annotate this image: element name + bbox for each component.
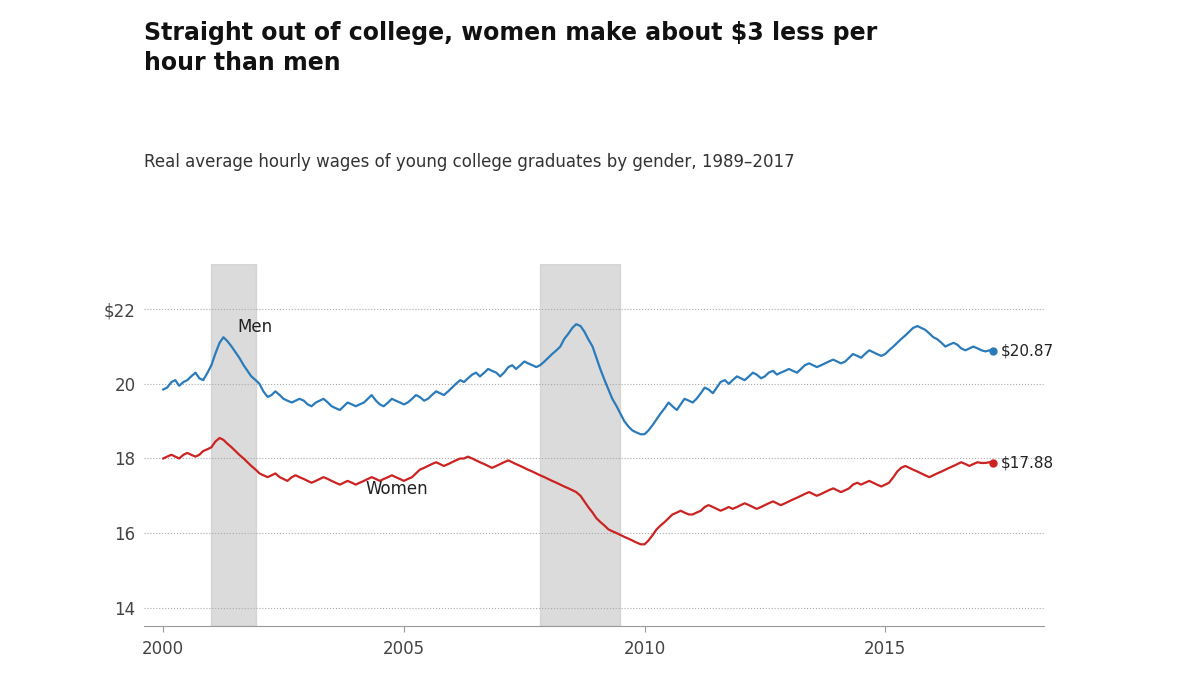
Text: Men: Men (238, 318, 272, 336)
Bar (211, 264, 256, 626)
Bar (540, 264, 620, 626)
Text: $17.88: $17.88 (1001, 455, 1054, 470)
Text: Women: Women (365, 480, 428, 498)
Text: Straight out of college, women make about $3 less per
hour than men: Straight out of college, women make abou… (144, 21, 877, 74)
Text: $20.87: $20.87 (1001, 344, 1054, 359)
Text: Real average hourly wages of young college graduates by gender, 1989–2017: Real average hourly wages of young colle… (144, 153, 794, 171)
